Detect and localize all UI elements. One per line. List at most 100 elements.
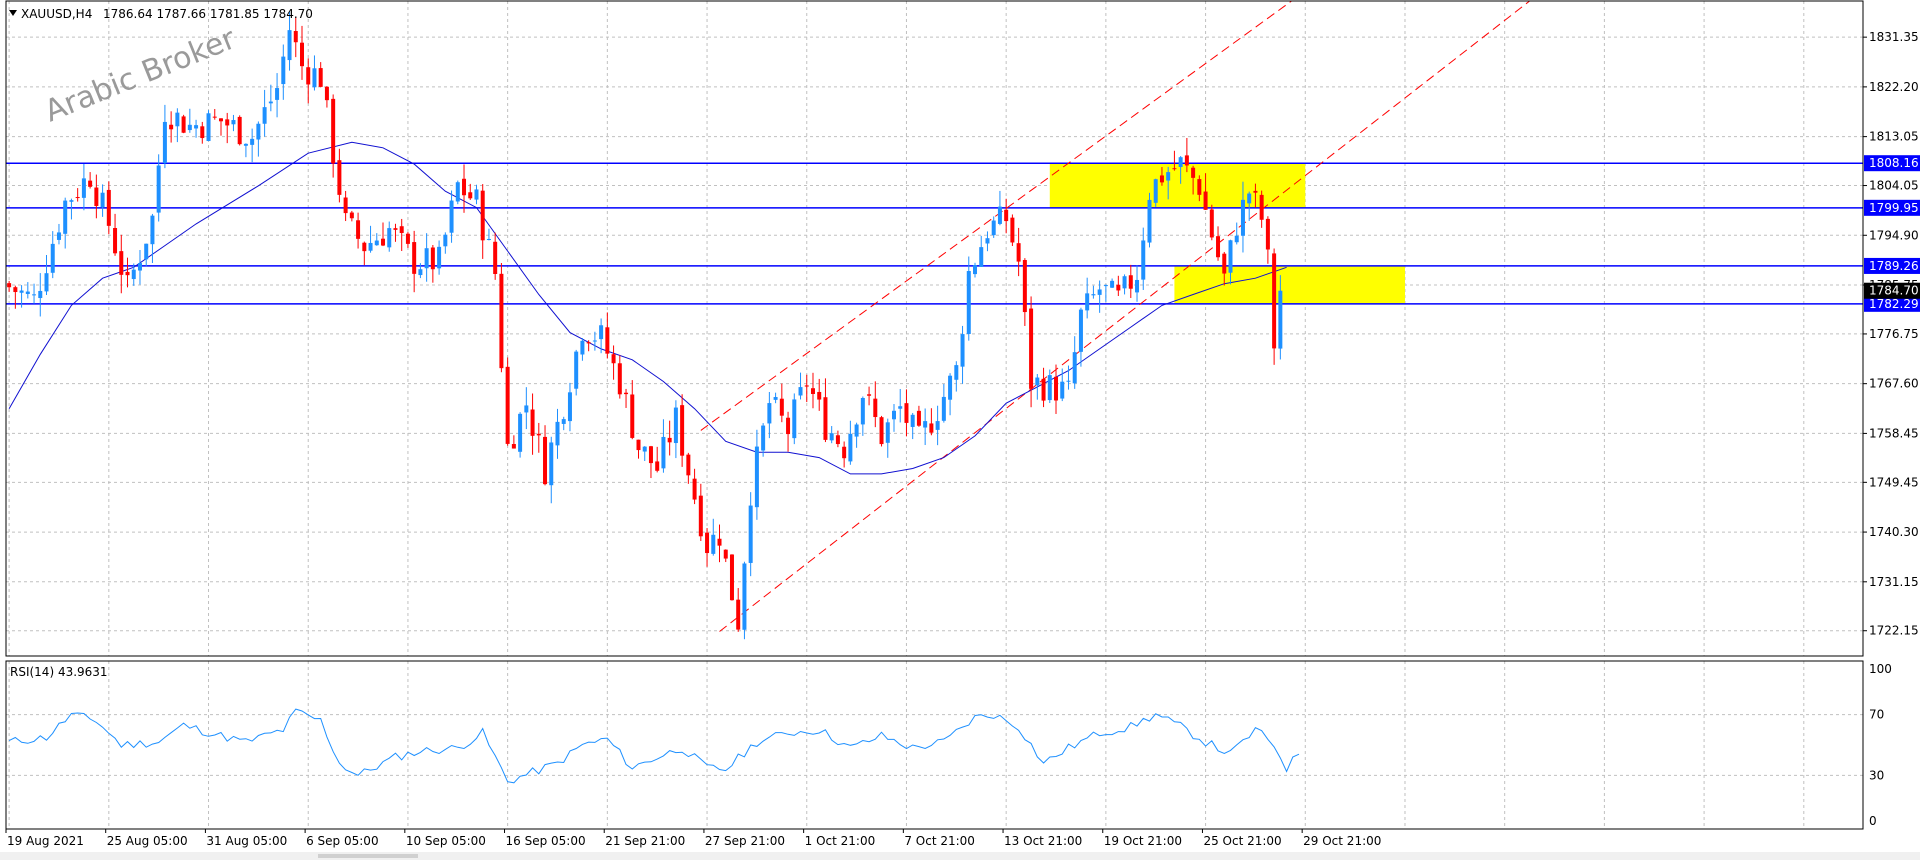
candle-body bbox=[1072, 352, 1077, 384]
candle-body bbox=[885, 422, 890, 443]
time-tick-label: 10 Sep 05:00 bbox=[406, 834, 486, 848]
candle-body bbox=[1240, 199, 1245, 236]
candle-body bbox=[306, 67, 311, 85]
time-tick-label: 19 Aug 2021 bbox=[7, 834, 84, 848]
candle-body bbox=[50, 243, 55, 273]
candle-body bbox=[779, 398, 784, 416]
candle-body bbox=[486, 238, 491, 240]
candle-body bbox=[829, 433, 834, 441]
candle-body bbox=[567, 392, 572, 422]
collapse-triangle-icon[interactable] bbox=[9, 10, 17, 16]
candle-body bbox=[860, 397, 865, 425]
candle-body bbox=[1141, 240, 1146, 280]
candle-body bbox=[536, 433, 541, 436]
candle-body bbox=[1216, 236, 1221, 258]
candle-body bbox=[792, 399, 797, 439]
candle-body bbox=[1272, 253, 1277, 349]
candle-body bbox=[786, 417, 791, 435]
candle-body bbox=[1085, 293, 1090, 311]
candle-body bbox=[617, 363, 622, 395]
level-price-tag: 1782.29 bbox=[1869, 297, 1919, 311]
candle-body bbox=[723, 549, 728, 559]
candle-body bbox=[655, 461, 660, 471]
candle-body bbox=[605, 327, 610, 354]
candle-body bbox=[1234, 235, 1239, 243]
scrollbar-thumb[interactable] bbox=[318, 854, 418, 858]
channel-line[interactable] bbox=[700, 0, 1292, 431]
current-price-tag-bg bbox=[1864, 282, 1920, 299]
level-price-tag: 1808.16 bbox=[1869, 156, 1919, 170]
candle-body bbox=[773, 397, 778, 400]
candle-body bbox=[505, 366, 510, 444]
candle-body bbox=[1247, 193, 1252, 204]
candle-body bbox=[1060, 381, 1065, 399]
candle-body bbox=[312, 68, 317, 88]
candle-body bbox=[237, 116, 242, 145]
candle-body bbox=[518, 413, 523, 452]
candle-body bbox=[667, 437, 672, 443]
price-tick-label: 1740.30 bbox=[1869, 525, 1919, 539]
price-tick-label: 1731.15 bbox=[1869, 575, 1919, 589]
candle-body bbox=[630, 394, 635, 438]
rsi-line bbox=[8, 708, 1300, 784]
candle-body bbox=[561, 419, 566, 424]
candle-body bbox=[742, 563, 747, 630]
candle-body bbox=[592, 340, 597, 342]
candle-body bbox=[910, 414, 915, 427]
moving-average bbox=[8, 141, 1287, 475]
candle-body bbox=[75, 197, 80, 199]
price-channel[interactable] bbox=[700, 0, 1530, 632]
candle-body bbox=[462, 178, 467, 196]
scrollbar-track[interactable] bbox=[0, 852, 1920, 860]
candle-body bbox=[499, 273, 504, 369]
time-tick-label: 13 Oct 21:00 bbox=[1004, 834, 1082, 848]
candle-body bbox=[468, 192, 473, 199]
time-tick-label: 7 Oct 21:00 bbox=[904, 834, 975, 848]
candle-body bbox=[169, 124, 174, 130]
horizontal-levels[interactable] bbox=[6, 162, 1863, 305]
candle-body bbox=[648, 446, 653, 464]
price-tick-label: 1767.60 bbox=[1869, 377, 1919, 391]
candle-body bbox=[262, 107, 267, 124]
candle-body bbox=[966, 271, 971, 334]
candle-body bbox=[243, 143, 248, 146]
candle-body bbox=[879, 417, 884, 445]
candle-body bbox=[125, 271, 130, 276]
price-pane-frame bbox=[5, 0, 1864, 657]
candle-body bbox=[1184, 155, 1189, 166]
candle-body bbox=[268, 101, 273, 104]
candle-body bbox=[63, 200, 68, 234]
candle-body bbox=[935, 421, 940, 430]
candle-body bbox=[729, 554, 734, 601]
rsi-label: RSI(14) 43.9631 bbox=[10, 665, 108, 679]
channel-line[interactable] bbox=[719, 0, 1530, 632]
candle-body bbox=[985, 238, 990, 244]
candle-body bbox=[119, 251, 124, 275]
candle-body bbox=[1135, 279, 1140, 293]
price-tick-label: 1813.05 bbox=[1869, 130, 1919, 144]
candle-body bbox=[212, 116, 217, 118]
candle-body bbox=[256, 123, 261, 140]
ohlc-values: 1786.64 1787.66 1781.85 1784.70 bbox=[103, 7, 313, 21]
candle-body bbox=[754, 446, 759, 508]
candle-body bbox=[287, 30, 292, 61]
candle-body bbox=[555, 421, 560, 446]
candle-body bbox=[430, 247, 435, 270]
candle-body bbox=[162, 121, 167, 164]
candle-body bbox=[331, 98, 336, 164]
candle-body bbox=[848, 433, 853, 462]
candle-body bbox=[44, 273, 49, 292]
candle-body bbox=[1259, 194, 1264, 220]
candle-body bbox=[1066, 380, 1071, 382]
candle-body bbox=[343, 197, 348, 214]
candle-body bbox=[891, 410, 896, 420]
candle-body bbox=[405, 233, 410, 244]
candle-body bbox=[250, 138, 255, 145]
candle-body bbox=[748, 505, 753, 563]
candle-body bbox=[493, 241, 498, 274]
candle-body bbox=[25, 291, 30, 294]
candle-body bbox=[1159, 175, 1164, 183]
candle-body bbox=[1054, 376, 1059, 401]
price-tick-label: 1722.15 bbox=[1869, 624, 1919, 638]
